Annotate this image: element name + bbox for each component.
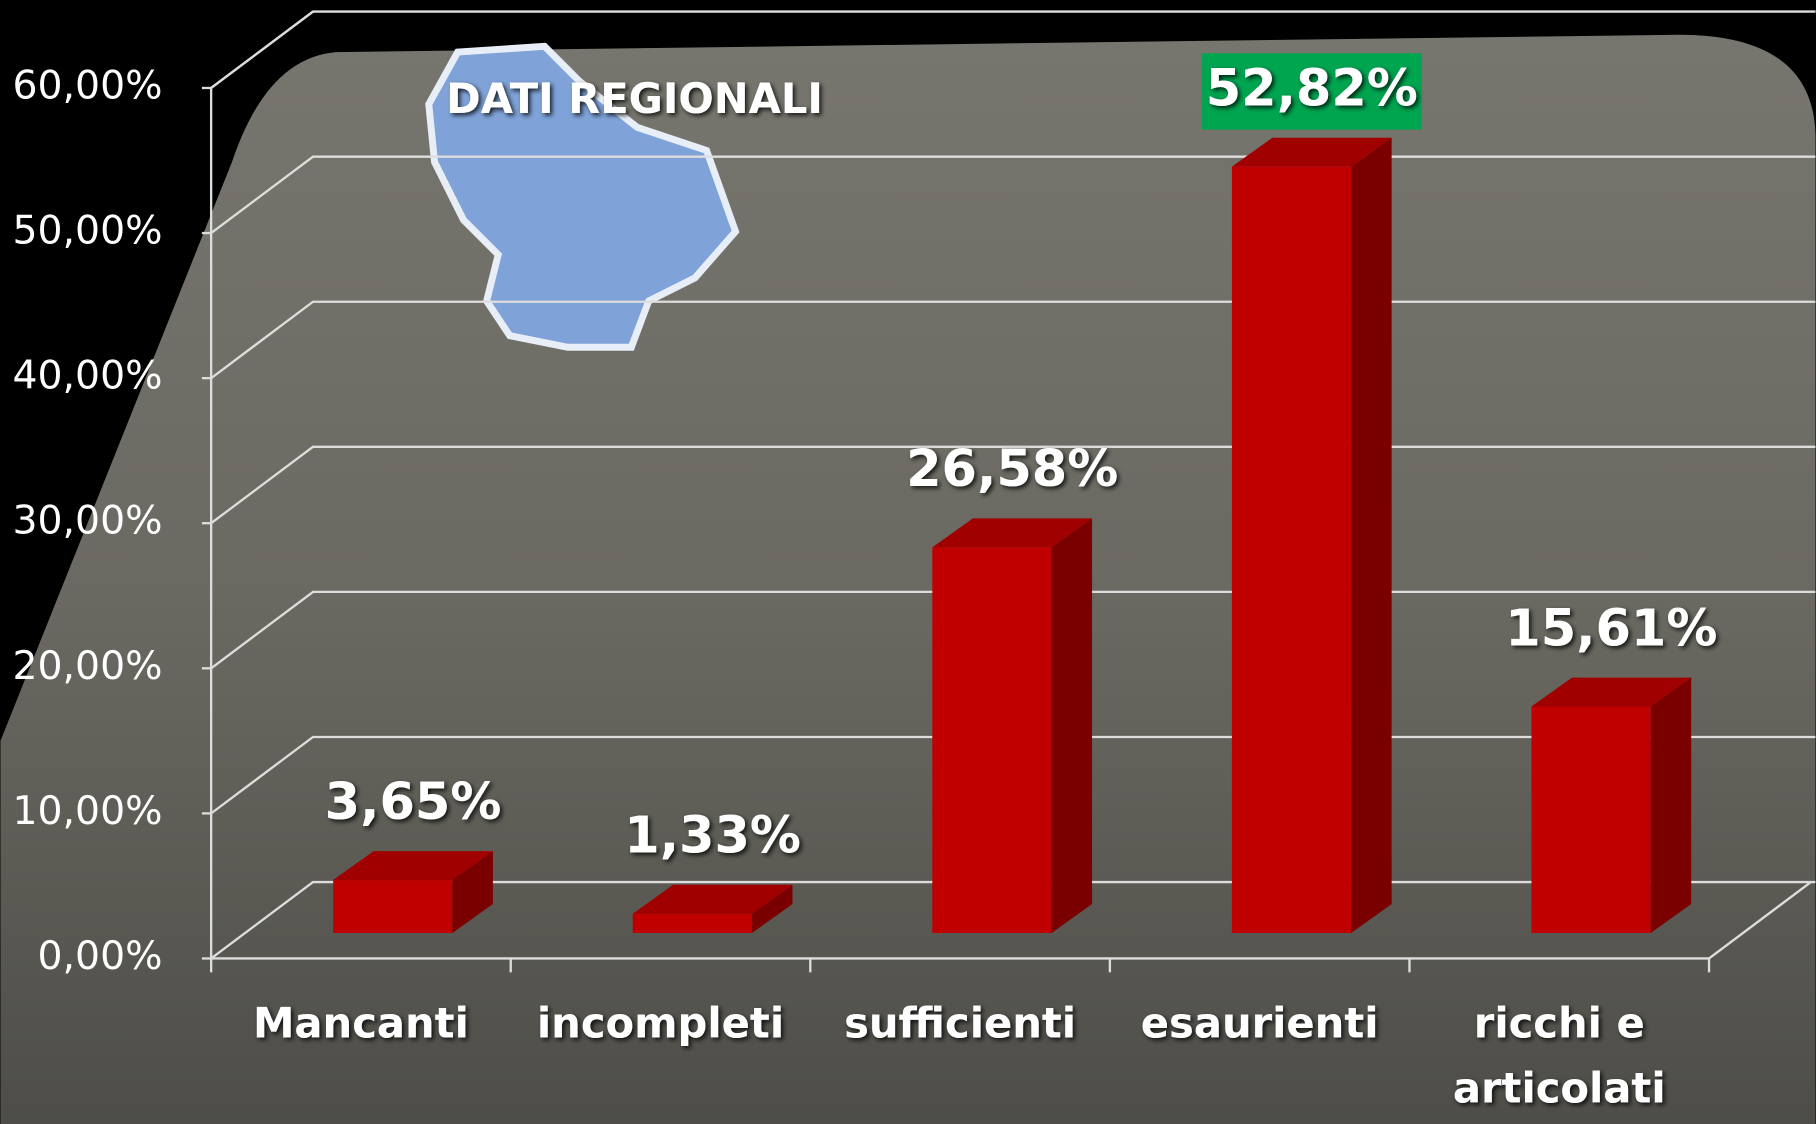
value-label: 26,58% [906,440,1118,499]
bar [1531,707,1650,933]
bar-group [333,851,493,933]
bar-side [1052,518,1093,933]
bar-group [932,518,1092,933]
x-tick-label: Mancanti [253,999,469,1048]
y-tick-label: 60,00% [12,62,162,108]
bar [333,880,452,933]
x-tick-label: sufficienti [844,999,1076,1048]
bar-group [1232,138,1392,933]
chart-title: DATI REGIONALI [446,74,823,123]
value-label: 3,65% [325,773,502,832]
value-label: 52,82% [1206,59,1418,118]
chart: DATI REGIONALI 0,00% 10,00% 20,00% 30,00% 40… [0,0,1816,1124]
y-tick-label: 0,00% [38,933,163,979]
x-tick-label: incompleti [537,999,784,1048]
y-tick-label: 20,00% [12,643,162,689]
bar [633,914,752,933]
bar [1232,167,1351,933]
background-photo [0,35,1815,1124]
x-tick-label: esaurienti [1141,999,1379,1048]
y-tick-label: 50,00% [12,208,162,254]
value-label: 15,61% [1505,599,1717,658]
bar [932,547,1051,933]
value-label: 1,33% [624,806,801,865]
y-tick-label: 10,00% [12,788,162,834]
bar-side [1351,138,1392,933]
y-tick-label: 30,00% [12,498,162,544]
y-tick-label: 40,00% [12,353,162,399]
bar-side [1651,678,1692,933]
bar-group [1531,678,1691,933]
